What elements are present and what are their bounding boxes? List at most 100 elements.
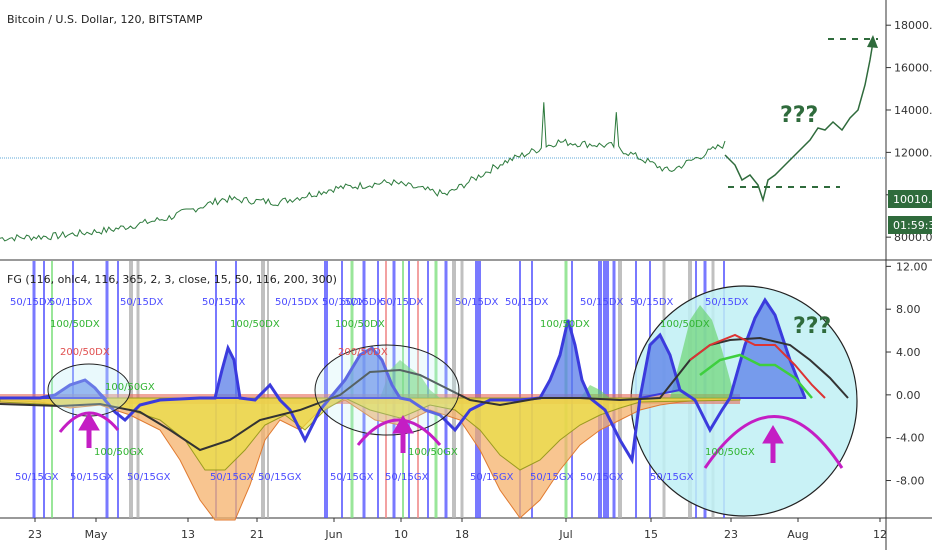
price-badge-bg	[888, 190, 932, 208]
arc-mid	[356, 418, 442, 446]
time-tick-label: 15	[644, 528, 658, 541]
arrow-left-icon	[78, 412, 100, 431]
signal-vline	[444, 261, 448, 518]
signal-label: 50/15DX	[340, 297, 384, 308]
signal-label: 100/50GX	[94, 447, 144, 458]
question-osc: ???	[793, 314, 831, 339]
question-top: ???	[780, 103, 818, 128]
signal-vline	[136, 261, 140, 518]
signal-vline	[452, 261, 456, 518]
signal-label: 100/50GX	[408, 447, 458, 458]
time-badge: 01:59:3	[893, 219, 932, 232]
signal-vline	[267, 261, 269, 518]
signal-label: 200/50DX	[338, 347, 388, 358]
time-tick-label: 23	[28, 528, 42, 541]
osc-red-line	[689, 333, 826, 399]
signal-label: 50/15GX	[127, 472, 171, 483]
signal-label: 100/50GX	[705, 447, 755, 458]
osc-yellow-area	[0, 397, 741, 471]
price-pane	[0, 0, 886, 258]
price-axis-ticks: 18000.0016000.0014000.0012000.0010000.00…	[886, 19, 932, 244]
signal-label: 50/15DX	[202, 297, 246, 308]
indicator-title: FG (116, ohlc4, 116, 365, 2, 3, close, 1…	[7, 273, 337, 286]
price-badge: 10010.4	[893, 193, 932, 206]
osc-tick-label: 0.00	[896, 389, 921, 402]
projection-arrow-icon	[867, 35, 878, 48]
time-axis-ticks: 23 May 13 21 Jun 10 18 Jul 15 23 Aug 12	[28, 518, 887, 541]
signal-label: 50/15GX	[580, 472, 624, 483]
time-tick-label: Jun	[324, 528, 342, 541]
signal-label: 50/15GX	[15, 472, 59, 483]
signal-vline	[598, 261, 602, 518]
price-line	[0, 102, 726, 242]
projection-line	[724, 41, 874, 203]
signal-vline	[261, 261, 265, 518]
signal-label: 50/15GX	[210, 472, 254, 483]
signal-label: 50/15DX	[455, 297, 499, 308]
time-tick-label: 13	[181, 528, 195, 541]
signal-label: 50/15DX	[275, 297, 319, 308]
signal-label: 50/15GX	[258, 472, 302, 483]
signal-label: 50/15DX	[380, 297, 424, 308]
time-tick-label: May	[85, 528, 108, 541]
price-tick-label: 18000.00	[894, 19, 932, 32]
signal-label: 50/15DX	[505, 297, 549, 308]
signal-vline	[117, 261, 119, 518]
signal-label: 50/15DX	[49, 297, 93, 308]
signal-label: 50/15DX	[630, 297, 674, 308]
signal-label: 50/15GX	[330, 472, 374, 483]
arrow-right-icon	[762, 425, 784, 444]
signal-vline	[460, 261, 464, 518]
signal-label: 50/15GX	[70, 472, 114, 483]
signal-label: 50/15GX	[650, 472, 694, 483]
main-title: Bitcoin / U.S. Dollar, 120, BITSTAMP	[7, 13, 203, 26]
signal-vline	[603, 261, 609, 518]
signal-label: 100/50GX	[105, 382, 155, 393]
osc-green-line	[699, 353, 813, 399]
signal-vline	[612, 261, 616, 518]
signal-vline	[43, 261, 45, 518]
signal-label: 100/50DX	[540, 319, 590, 330]
signal-label: 100/50DX	[230, 319, 280, 330]
signal-label: 50/15DX	[580, 297, 624, 308]
signal-vline	[324, 261, 328, 518]
time-badge-bg	[888, 216, 932, 234]
arrow-mid-icon	[392, 415, 414, 434]
signal-label: 200/50DX	[60, 347, 110, 358]
signal-label: 50/15DX	[120, 297, 164, 308]
time-tick-label: 10	[394, 528, 408, 541]
osc-blue-line	[0, 297, 807, 465]
price-tick-label: 12000.00	[894, 146, 932, 159]
osc-green-area	[380, 305, 735, 398]
signal-label: 50/15GX	[470, 472, 514, 483]
signal-vline	[475, 261, 481, 518]
osc-tick-label: 8.00	[896, 303, 921, 316]
signal-vline	[434, 261, 438, 518]
time-tick-label: 21	[250, 528, 264, 541]
price-tick-label: 14000.00	[894, 104, 932, 117]
highlight-ellipse-mid	[314, 344, 460, 436]
signal-vline	[519, 261, 521, 518]
signal-label: 50/15DX	[10, 297, 54, 308]
signal-label: 100/50DX	[335, 319, 385, 330]
signal-vline	[105, 261, 109, 518]
signal-vline	[51, 261, 53, 518]
osc-axis-ticks: 12.00 8.00 4.00 0.00 -4.00 -8.00	[886, 260, 928, 488]
osc-tick-label: 4.00	[896, 346, 921, 359]
osc-tick-label: -4.00	[896, 432, 924, 445]
osc-tick-label: 12.00	[896, 260, 928, 273]
time-tick-label: Jul	[558, 528, 572, 541]
time-tick-label: 18	[455, 528, 469, 541]
price-tick-label: 16000.00	[894, 62, 932, 75]
signal-label: 100/50DX	[660, 319, 710, 330]
signal-label: 50/15GX	[385, 472, 429, 483]
time-tick-label: Aug	[787, 528, 808, 541]
signal-label: 50/15DX	[322, 297, 366, 308]
signal-vline	[129, 261, 133, 518]
signal-vline	[32, 261, 36, 518]
signal-label: 50/15DX	[705, 297, 749, 308]
signal-vline	[618, 261, 622, 518]
